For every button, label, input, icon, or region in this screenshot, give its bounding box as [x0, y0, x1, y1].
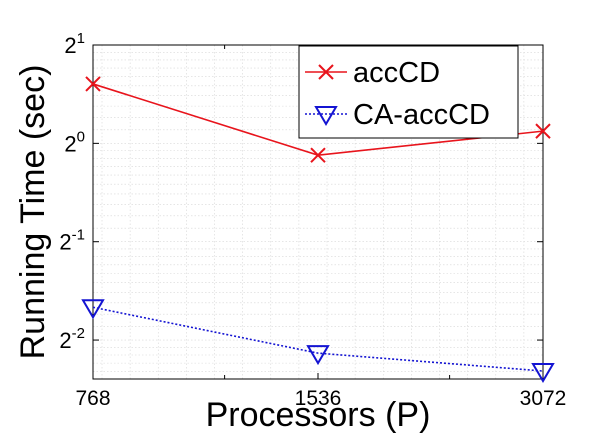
y-tick-label: 21: [64, 30, 85, 58]
legend-label: accCD: [353, 57, 440, 89]
series-CA-accCD: [81, 299, 555, 383]
series-group: [81, 76, 555, 383]
x-axis-label: Processors (P): [206, 396, 431, 434]
ticks: 768 1536 3072 2-2 2-1 20 21: [59, 30, 566, 410]
y-tick-label: 20: [64, 128, 85, 156]
marker-triangle: [306, 345, 330, 366]
y-tick-label: 2-1: [59, 227, 85, 255]
marker-x: [310, 147, 326, 163]
x-tick-label: 1536: [295, 387, 342, 410]
series-accCD: [85, 76, 551, 163]
x-tick-label: 3072: [520, 387, 567, 410]
legend-box: [298, 45, 519, 139]
marker-triangle: [531, 363, 555, 383]
marker-triangle: [314, 106, 338, 126]
marker-triangle: [81, 299, 105, 320]
legend-label: CA-accCD: [353, 99, 490, 131]
y-axis-label: Running Time (sec): [14, 65, 52, 360]
marker-x: [85, 76, 101, 92]
marker-x: [535, 123, 551, 139]
y-tick-label: 2-2: [59, 325, 85, 353]
series-line: [92, 306, 544, 372]
legend: accCD CA-accCD: [298, 45, 519, 139]
marker-x: [318, 64, 334, 80]
x-tick-label: 768: [75, 387, 110, 410]
